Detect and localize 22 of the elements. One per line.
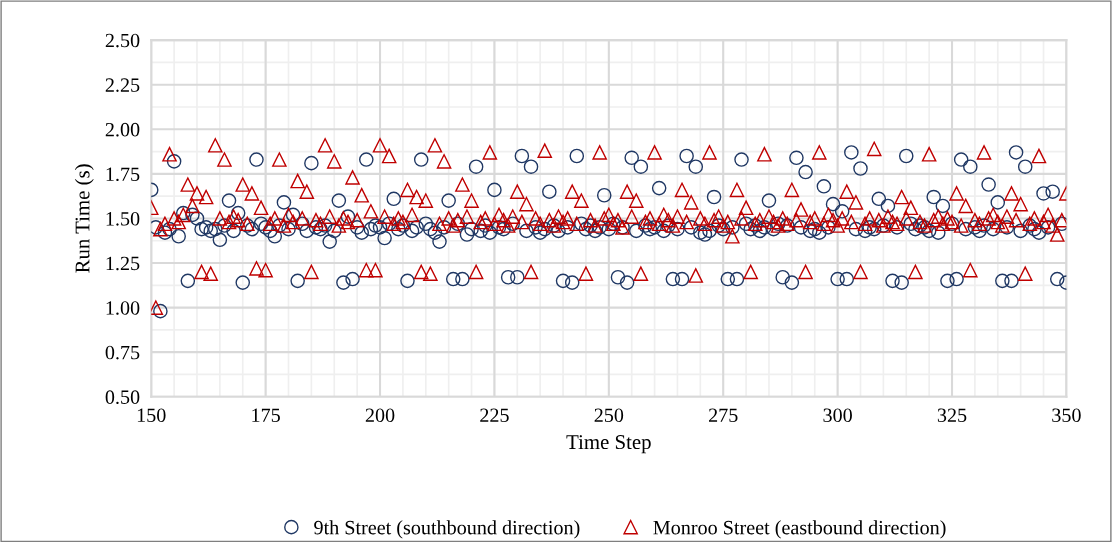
legend-label: 9th Street (southbound direction) <box>314 520 580 539</box>
y-tick-label: 2.00 <box>105 122 140 137</box>
y-axis-title: Run Time (s) <box>74 164 94 273</box>
y-tick-label: 0.50 <box>105 390 140 405</box>
x-tick-label: 175 <box>252 408 280 423</box>
y-tick-label: 1.75 <box>106 167 140 182</box>
y-tick-label: 2.50 <box>105 33 140 48</box>
x-tick-label: 325 <box>937 408 967 423</box>
x-tick-label: 200 <box>365 408 395 423</box>
x-tick-label: 300 <box>823 408 852 423</box>
y-tick-label: 1.50 <box>106 212 140 226</box>
y-tick-label: 2.25 <box>105 78 140 92</box>
y-tick-label: 0.75 <box>105 345 140 360</box>
x-tick-label: 250 <box>594 408 624 423</box>
legend-label: Monroo Street (eastbound direction) <box>653 520 946 539</box>
x-tick-label: 275 <box>709 408 738 423</box>
y-tick-label: 1.00 <box>106 301 140 315</box>
x-tick-label: 150 <box>137 408 166 423</box>
x-tick-label: 225 <box>480 408 509 423</box>
x-tick-label: 350 <box>1052 408 1081 423</box>
x-axis-title: Time Step <box>566 435 651 454</box>
y-tick-label: 1.25 <box>106 256 140 271</box>
